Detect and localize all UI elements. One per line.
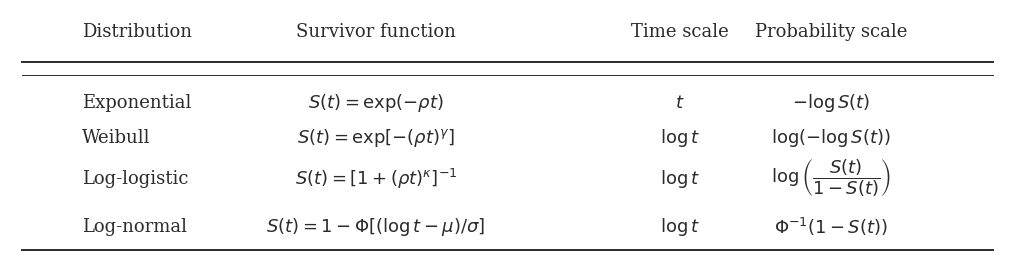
Text: $\Phi^{-1}(1 - S(t))$: $\Phi^{-1}(1 - S(t))$ — [774, 216, 888, 238]
Text: Distribution: Distribution — [82, 23, 193, 41]
Text: $S(t) = \exp(-\rho t)$: $S(t) = \exp(-\rho t)$ — [308, 92, 444, 114]
Text: Survivor function: Survivor function — [296, 23, 456, 41]
Text: Time scale: Time scale — [630, 23, 729, 41]
Text: $-\log S(t)$: $-\log S(t)$ — [793, 92, 871, 114]
Text: $S(t) = 1 - \Phi[(\log t - \mu)/\sigma]$: $S(t) = 1 - \Phi[(\log t - \mu)/\sigma]$ — [266, 216, 485, 238]
Text: $\log t$: $\log t$ — [660, 127, 699, 149]
Text: Probability scale: Probability scale — [755, 23, 907, 41]
Text: Weibull: Weibull — [82, 129, 151, 147]
Text: $S(t) = [1 + (\rho t)^{\kappa}]^{-1}$: $S(t) = [1 + (\rho t)^{\kappa}]^{-1}$ — [294, 167, 457, 191]
Text: Log-normal: Log-normal — [82, 218, 188, 236]
Text: $\log(-\log S(t))$: $\log(-\log S(t))$ — [771, 127, 891, 149]
Text: $S(t) = \exp[-(\rho t)^{\gamma}]$: $S(t) = \exp[-(\rho t)^{\gamma}]$ — [297, 127, 455, 149]
Text: $\log t$: $\log t$ — [660, 216, 699, 238]
Text: $t$: $t$ — [675, 94, 684, 112]
Text: Exponential: Exponential — [82, 94, 192, 112]
Text: Log-logistic: Log-logistic — [82, 170, 189, 188]
Text: $\log t$: $\log t$ — [660, 168, 699, 190]
Text: $\log\left(\dfrac{S(t)}{1-S(t)}\right)$: $\log\left(\dfrac{S(t)}{1-S(t)}\right)$ — [771, 158, 891, 199]
